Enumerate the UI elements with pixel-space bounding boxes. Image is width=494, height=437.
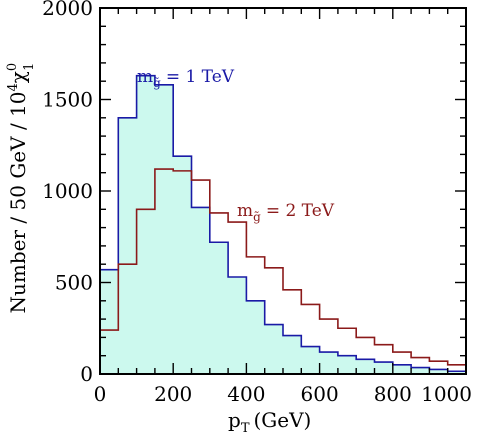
series-1-bin-5	[173, 156, 192, 374]
x-tick-label-0: 0	[94, 382, 107, 406]
series-1-bin-7	[209, 242, 229, 374]
series-1-bin-17	[392, 364, 412, 374]
series-1-bin-8	[228, 277, 247, 374]
series-1-bin-4	[154, 84, 174, 375]
x-tick-label-800: 800	[374, 382, 412, 406]
series-1-bin-10	[264, 324, 284, 374]
series-1-bin-9	[246, 300, 266, 374]
series-1-bin-13	[319, 352, 339, 374]
x-tick-label-400: 400	[227, 382, 265, 406]
series-2-outline	[100, 168, 466, 366]
y-tick-label-1000: 1000	[42, 179, 93, 203]
series-1-bin-19	[429, 369, 449, 374]
x-tick-label-1000: 1000	[421, 382, 472, 406]
series-1-bin-18	[411, 367, 430, 374]
series-1-bin-20	[447, 371, 467, 374]
y-axis-title: Number / 50 GeV / 104χ0 1	[5, 63, 37, 314]
y-tick-label-500: 500	[55, 271, 93, 295]
x-tick-label-600: 600	[301, 382, 339, 406]
series-1-bin-12	[301, 346, 320, 374]
series-1-bin-15	[356, 359, 375, 374]
series-1-bin-1	[100, 269, 119, 374]
series-2-label: mg̃ = 2 TeV	[237, 201, 335, 224]
series-1-outline	[100, 74, 466, 373]
series-1-bin-3	[136, 75, 156, 375]
series-1-label: mg̃ = 1 TeV	[137, 67, 235, 90]
y-tick-label-1500: 1500	[42, 88, 93, 112]
series-1-bin-6	[191, 207, 211, 374]
series-1-bin-16	[374, 362, 394, 374]
series-1-bin-11	[283, 335, 302, 374]
y-tick-label-0: 0	[80, 362, 93, 386]
series-1-bin-2	[118, 117, 137, 375]
x-axis-title: pT (GeV)	[228, 408, 311, 436]
x-tick-label-200: 200	[154, 382, 192, 406]
series-1-bin-14	[337, 355, 357, 374]
y-tick-label-2000: 2000	[42, 0, 93, 20]
